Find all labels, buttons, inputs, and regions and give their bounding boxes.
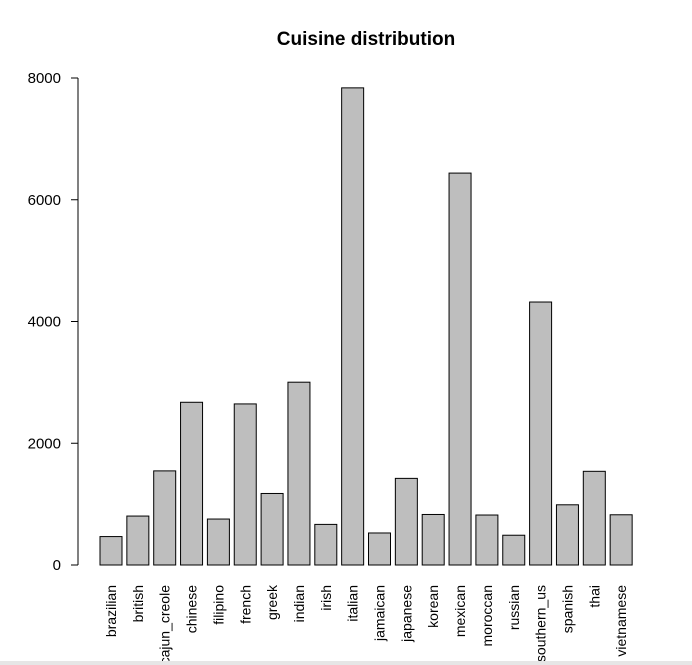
y-tick-label: 4000 [28, 314, 61, 331]
bar-british [126, 515, 150, 566]
bar-spanish [555, 504, 579, 566]
x-tick-label: moroccan [479, 585, 495, 646]
bar-japanese [394, 477, 418, 566]
bar-italian [341, 87, 365, 566]
x-tick-label: french [237, 585, 253, 624]
y-tick-label: 8000 [28, 70, 61, 87]
bar-french [233, 403, 257, 566]
x-tick-label: filipino [210, 585, 226, 625]
y-tick-label: 2000 [28, 435, 61, 452]
x-tick-labels: brazilian british cajun_creole chinese filip… [103, 584, 629, 664]
bar-russian [502, 534, 526, 566]
x-tick-label: spanish [559, 585, 575, 633]
x-tick-label: southern_us [533, 585, 549, 662]
y-tick-label: 6000 [28, 192, 61, 209]
window-bottom-border [0, 661, 692, 665]
bar-cajun-creole [153, 470, 177, 566]
x-tick-label: russian [506, 585, 522, 630]
x-tick-label: indian [291, 585, 307, 622]
x-tick-label: korean [425, 585, 441, 628]
bar-southern-us [529, 301, 553, 566]
x-tick-label: brazilian [103, 585, 119, 637]
bar-filipino [206, 518, 230, 566]
x-tick-label: jamaican [372, 585, 388, 642]
y-axis: 0 2000 4000 6000 8000 [28, 70, 79, 574]
bar-greek [260, 492, 284, 566]
x-tick-label: british [130, 585, 146, 622]
x-tick-label: cajun_creole [157, 585, 173, 665]
x-tick-label: greek [264, 584, 280, 620]
bar-brazilian [99, 536, 123, 566]
bar-vietnamese [609, 514, 633, 566]
bar-moroccan [475, 514, 499, 566]
x-tick-label: italian [345, 585, 361, 622]
bar-irish [314, 523, 338, 566]
x-tick-label: chinese [184, 585, 200, 633]
y-tick-label: 0 [53, 557, 61, 574]
bar-chinese [180, 401, 204, 566]
x-tick-label: mexican [452, 585, 468, 637]
x-tick-label: japanese [398, 585, 414, 643]
bars-group [99, 87, 633, 566]
bar-jamaican [368, 532, 391, 566]
bar-mexican [448, 172, 472, 566]
chart-title: Cuisine distribution [277, 29, 455, 50]
bar-thai [582, 470, 606, 566]
x-tick-label: irish [318, 585, 334, 611]
bar-indian [287, 381, 311, 566]
bar-korean [421, 513, 445, 566]
x-tick-label: thai [586, 585, 602, 608]
x-tick-label: vietnamese [613, 585, 629, 657]
